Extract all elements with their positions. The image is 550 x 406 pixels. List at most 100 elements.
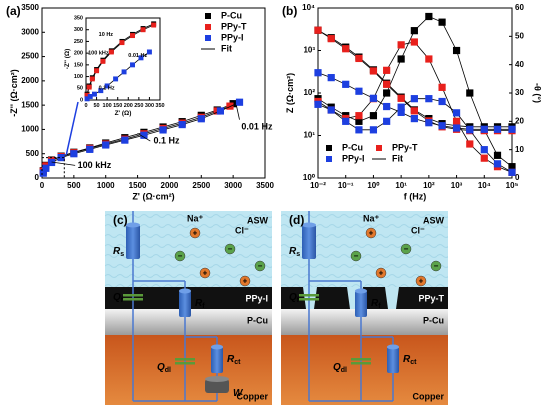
ion <box>430 260 442 272</box>
label-sub: f <box>297 297 300 304</box>
anion-label: Cl⁻ <box>235 225 249 235</box>
panel-label: (a) <box>6 4 21 18</box>
annotation: 100 kHz <box>88 51 109 57</box>
label-sub: dl <box>341 367 347 374</box>
marker <box>425 55 433 63</box>
y-tick-label: 0 <box>80 97 83 103</box>
annotation-arrow <box>51 161 76 166</box>
circuit-label: Rf <box>195 298 205 311</box>
marker <box>466 126 474 134</box>
marker <box>89 76 95 82</box>
legend-marker <box>205 13 211 19</box>
fit-line <box>86 24 154 96</box>
ion <box>189 227 201 239</box>
marker <box>452 117 461 125</box>
circuit-label: Qf <box>113 292 124 305</box>
legend-marker <box>326 145 332 151</box>
ion <box>415 275 427 287</box>
y-tick-label: 10¹ <box>303 131 315 140</box>
marker <box>397 55 405 63</box>
legend-label: P-Cu <box>342 142 363 152</box>
marker <box>438 83 446 91</box>
ion-sign: + <box>243 277 248 286</box>
label-main: Q <box>157 362 165 373</box>
marker <box>480 154 488 162</box>
legend-label: PPy-T <box>392 142 418 152</box>
ion-sign: + <box>203 269 208 278</box>
legend-marker <box>376 145 382 151</box>
medium-label: ASW <box>423 215 445 225</box>
resistor <box>387 347 399 373</box>
x-axis-label: f (Hz) <box>404 192 427 202</box>
legend-label: Fit <box>392 153 403 163</box>
circuit-label: Qdl <box>333 362 347 375</box>
capacitor-plate <box>351 358 371 361</box>
marker <box>314 69 322 77</box>
circuit-label: Qf <box>289 292 300 305</box>
marker <box>425 119 433 127</box>
label-sub: f <box>121 297 124 304</box>
resistor <box>179 291 191 317</box>
x-tick-label: 3000 <box>224 181 242 190</box>
marker <box>397 41 405 49</box>
y2-tick-label: 40 <box>515 60 524 69</box>
y-tick-label: 200 <box>74 51 83 57</box>
marker <box>42 164 50 172</box>
marker <box>452 46 461 55</box>
x-tick-label: 50 <box>94 103 100 109</box>
marker <box>91 91 97 97</box>
marker <box>327 106 335 114</box>
label-sub: f <box>202 303 205 310</box>
y-tick-label: 0 <box>35 173 40 182</box>
legend-label: PPy-I <box>221 32 244 42</box>
label-main: R <box>403 354 411 365</box>
legend-label: PPy-T <box>221 21 247 31</box>
y-axis-label: -Z'' (Ω) <box>64 49 71 70</box>
fit-line <box>86 23 154 95</box>
plot-frame <box>317 7 513 179</box>
annotation-arrow <box>137 132 151 142</box>
marker <box>342 80 350 88</box>
panel-label: (b) <box>282 4 297 18</box>
zoom-arrow <box>65 101 79 156</box>
marker <box>355 87 363 95</box>
zoom-box <box>41 157 65 179</box>
marker <box>87 94 93 99</box>
substrate-label: Copper <box>413 391 445 401</box>
x-tick-label: 3500 <box>256 181 274 190</box>
annotation-arrow <box>235 105 240 120</box>
marker <box>425 95 433 103</box>
marker <box>226 102 234 110</box>
circuit-label: Rct <box>403 354 417 367</box>
x-axis-label: Z' (Ω) <box>115 110 132 117</box>
ion <box>375 267 387 279</box>
label-main: R <box>113 246 121 257</box>
y-tick-label: 3500 <box>21 3 39 12</box>
marker <box>121 69 127 75</box>
marker <box>140 131 148 139</box>
marker <box>355 112 363 120</box>
capacitor-plate <box>123 294 143 297</box>
y2-tick-label: 20 <box>515 116 524 125</box>
marker <box>508 168 516 176</box>
marker <box>216 107 224 115</box>
ion-sign: + <box>379 269 384 278</box>
annotation: 0.01 Hz <box>241 121 273 131</box>
marker <box>438 18 446 26</box>
cation-label: Na⁺ <box>187 213 204 223</box>
marker <box>327 74 335 82</box>
marker <box>493 160 502 168</box>
marker <box>57 154 65 162</box>
y-tick-label: 500 <box>26 149 40 158</box>
x-tick-label: 250 <box>134 103 143 109</box>
y-tick-label: 10⁰ <box>303 173 316 182</box>
label-sub: f <box>378 303 381 310</box>
y-tick-label: 2000 <box>21 76 39 85</box>
x-tick-label: 10⁴ <box>478 181 491 190</box>
x-tick-label: 10⁵ <box>506 181 519 190</box>
marker <box>452 109 461 117</box>
resistor-top <box>179 288 191 294</box>
marker <box>146 49 152 55</box>
marker <box>480 125 488 133</box>
marker <box>98 88 104 94</box>
